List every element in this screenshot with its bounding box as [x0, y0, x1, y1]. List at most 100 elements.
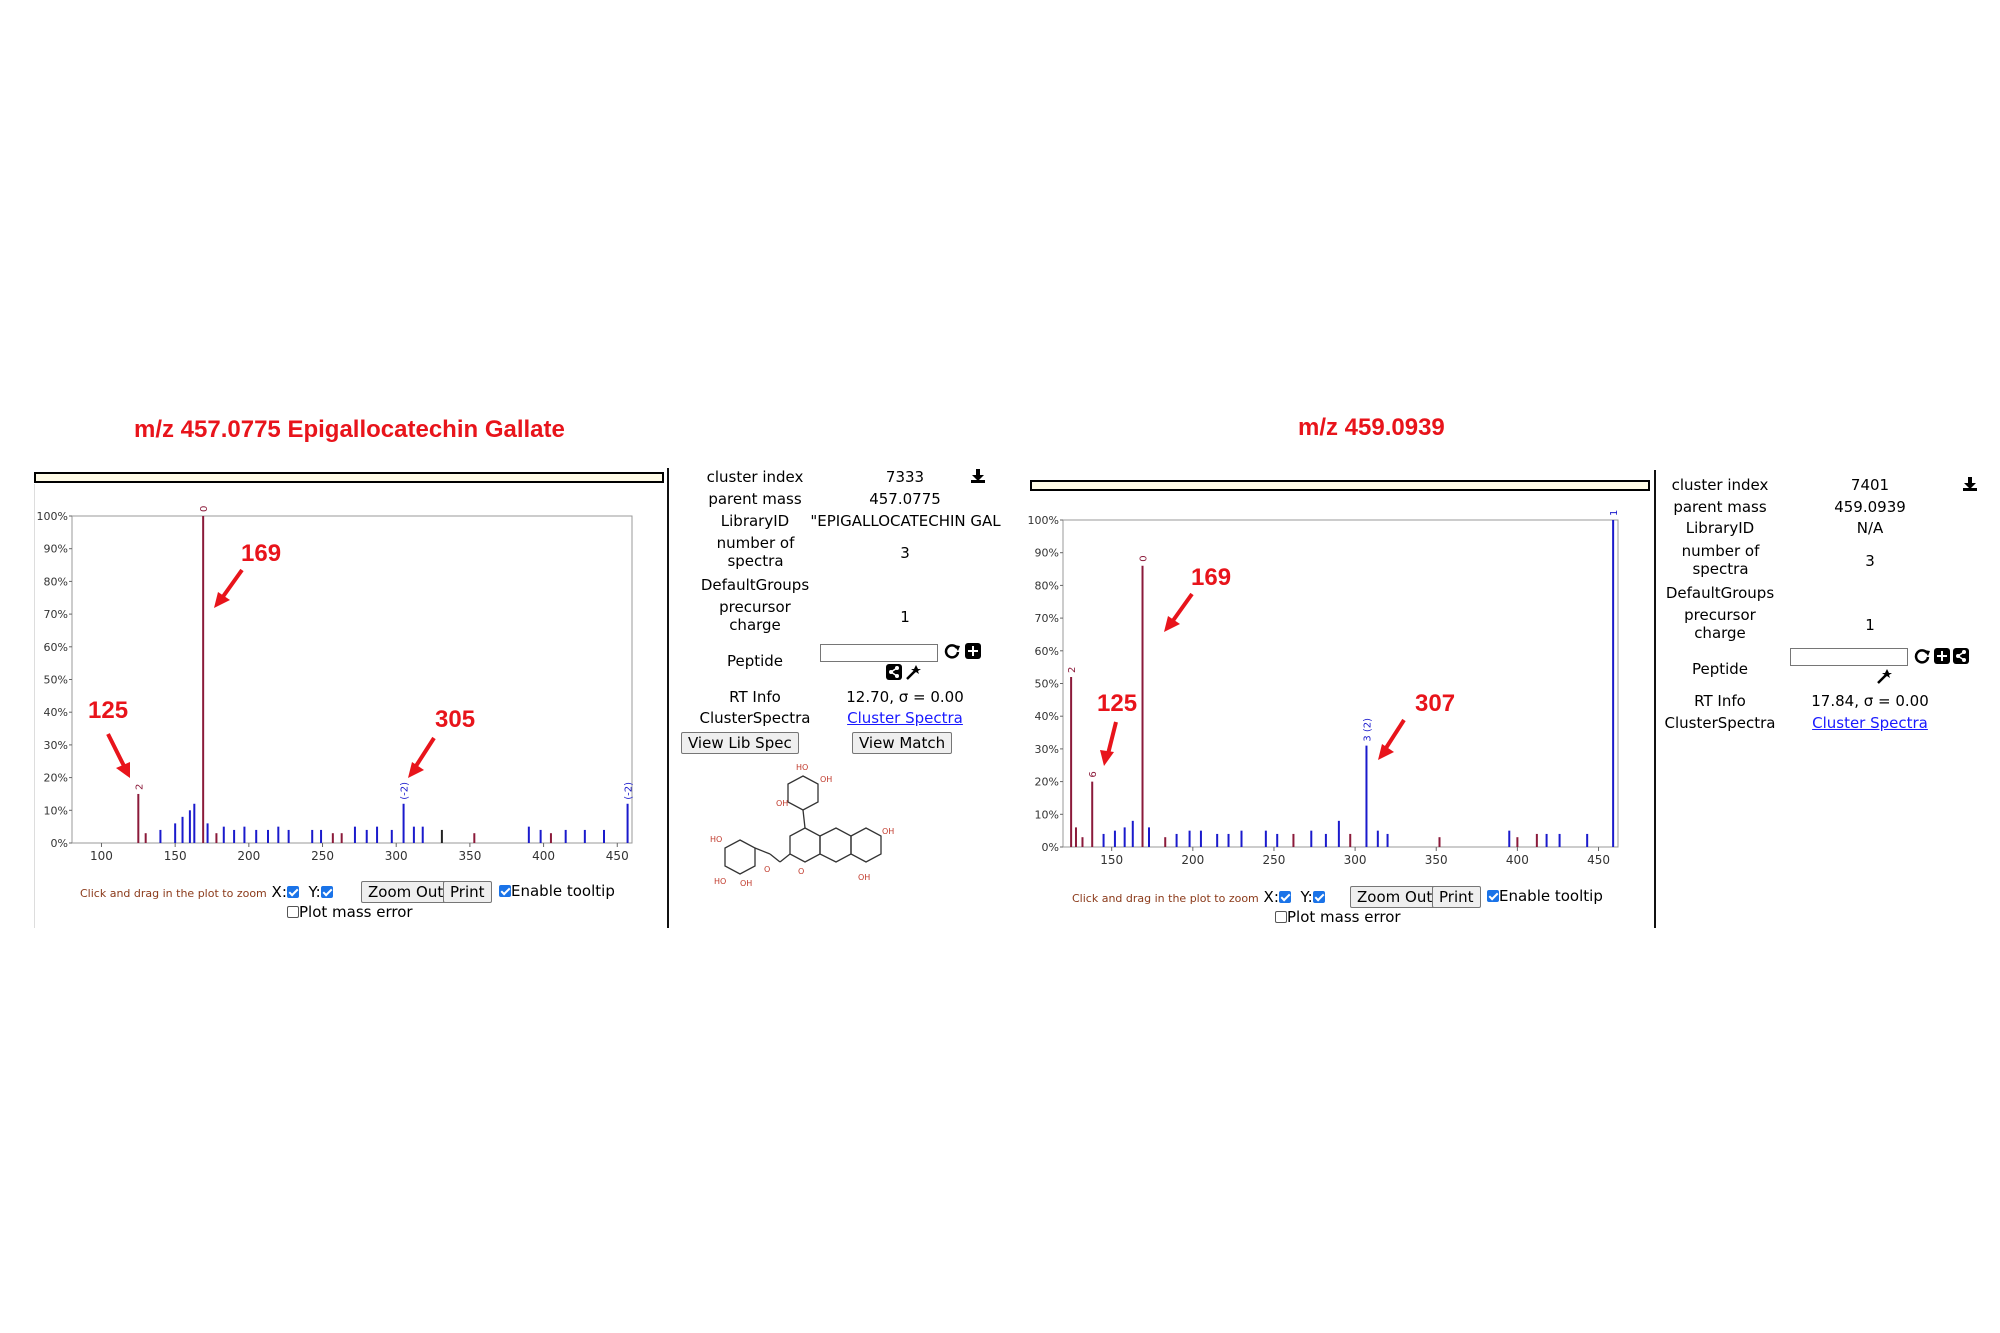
svg-text:OH: OH [882, 827, 894, 836]
x-tick-label: 100 [90, 849, 113, 863]
right-spectrum-chart[interactable]: 0% 10% 20% 30% 40% 50% 60% 70% 80% 90% 100% 150 200 2… [1025, 510, 1635, 870]
left-enable-tooltip[interactable]: Enable tooltip [499, 882, 615, 900]
right-num-spectra-value: 3 [1865, 552, 1875, 570]
right-y-zoom-checkbox[interactable] [1312, 891, 1325, 903]
library-id-label: LibraryID [720, 512, 790, 530]
y-tick-label: 60% [44, 641, 68, 654]
cluster-spectra-link[interactable]: Cluster Spectra [847, 709, 963, 727]
left-tooltip-checkbox[interactable] [499, 885, 511, 897]
left-wand-icon[interactable] [905, 664, 921, 684]
right-plot-mass-error[interactable]: Plot mass error [1275, 908, 1401, 926]
x-tick-label: 350 [458, 849, 481, 863]
peptide-label: Peptide [726, 652, 784, 670]
right-x-label: X: [1263, 888, 1279, 906]
right-peptide-label: Peptide [1691, 660, 1749, 678]
right-top-bar [1030, 480, 1650, 491]
left-annotation-305: 305 [435, 706, 476, 733]
right-tooltip-checkbox[interactable] [1487, 890, 1499, 902]
right-print-button[interactable]: Print [1432, 886, 1481, 908]
y-label: Y: [308, 883, 321, 901]
x-tick-label: 300 [1344, 853, 1367, 867]
left-plot-mass-error[interactable]: Plot mass error [287, 903, 413, 921]
y-tick-label: 90% [1035, 547, 1059, 560]
right-download-icon[interactable] [1962, 476, 1978, 496]
right-y-label: Y: [1300, 888, 1313, 906]
y-tick-label: 40% [1035, 710, 1059, 723]
y-tick-label: 50% [1035, 678, 1059, 691]
right-cluster-spectra-label: ClusterSpectra [1664, 714, 1776, 732]
num-spectra-label: number of spectra [716, 534, 795, 570]
svg-text:OH: OH [858, 873, 870, 882]
right-cluster-index-value: 7401 [1850, 476, 1890, 494]
num-spectra-value: 3 [900, 544, 910, 562]
left-zoom-out-button[interactable]: Zoom Out [361, 881, 451, 903]
right-divider [1654, 470, 1656, 928]
left-top-bar [34, 472, 664, 483]
y-tick-label: 50% [44, 674, 68, 687]
right-library-id-value: N/A [1856, 519, 1884, 537]
y-tick-label: 90% [44, 543, 68, 556]
library-id-value: "EPIGALLOCATECHIN GAL [810, 512, 1001, 530]
right-annotation-307: 307 [1415, 690, 1456, 717]
x-tick-label: 200 [237, 849, 260, 863]
x-label: X: [271, 883, 287, 901]
x-tick-label: 400 [532, 849, 555, 863]
left-peptide-input[interactable] [820, 644, 938, 662]
y-tick-label: 60% [1035, 645, 1059, 658]
right-wand-icon[interactable] [1876, 668, 1892, 688]
left-add-icon[interactable] [965, 643, 981, 663]
peak-label: 2 [134, 784, 145, 790]
right-rt-info-value: 17.84, σ = 0.00 [1811, 692, 1929, 710]
view-lib-spec-button[interactable]: View Lib Spec [681, 732, 799, 754]
peak-label: (-2) [400, 782, 411, 800]
y-zoom-checkbox[interactable] [320, 886, 333, 898]
left-download-icon[interactable] [970, 468, 986, 488]
peak-label: 3 (2) [1362, 718, 1373, 742]
x-zoom-checkbox[interactable] [286, 886, 299, 898]
right-parent-mass-label: parent mass [1673, 498, 1767, 516]
right-annotation-169: 169 [1191, 564, 1232, 591]
left-tooltip-label: Enable tooltip [511, 882, 615, 900]
left-panel-border [34, 484, 35, 928]
right-cluster-spectra-link[interactable]: Cluster Spectra [1812, 714, 1928, 732]
svg-text:OH: OH [776, 799, 788, 808]
epigallocatechin-gallate-structure: HO OH OH OH OH O HO HO OH O [710, 763, 894, 888]
right-zoom-hint: Click and drag in the plot to zoom [1072, 892, 1259, 905]
right-default-groups-label: DefaultGroups [1665, 584, 1775, 602]
right-share-icon[interactable] [1953, 648, 1969, 668]
rt-info-value: 12.70, σ = 0.00 [846, 688, 964, 706]
left-mass-error-checkbox[interactable] [287, 906, 299, 918]
zoom-hint: Click and drag in the plot to zoom [80, 887, 267, 900]
x-tick-label: 150 [1100, 853, 1123, 867]
right-arrow-125 [1100, 721, 1118, 766]
right-add-icon[interactable] [1934, 648, 1950, 668]
left-refresh-icon[interactable] [944, 643, 960, 663]
right-refresh-icon[interactable] [1914, 648, 1930, 668]
left-share-icon[interactable] [886, 664, 902, 684]
view-match-button[interactable]: View Match [852, 732, 953, 754]
right-x-zoom-checkbox[interactable] [1278, 891, 1291, 903]
peak-label: (-2) [624, 782, 635, 800]
x-tick-label: 250 [1263, 853, 1286, 867]
right-enable-tooltip[interactable]: Enable tooltip [1487, 887, 1603, 905]
parent-mass-label: parent mass [708, 490, 802, 508]
left-print-button[interactable]: Print [443, 881, 492, 903]
right-arrow-169 [1164, 592, 1194, 632]
left-arrow-125 [106, 733, 130, 778]
left-mass-error-label: Plot mass error [299, 903, 413, 921]
left-spectrum-chart[interactable]: 0% 10% 20% 30% 40% 50% 60% 70% 80% 90% 100% 100 150 2… [30, 500, 650, 865]
right-mass-error-checkbox[interactable] [1275, 911, 1287, 923]
svg-text:O: O [798, 867, 804, 876]
cluster-index-label: cluster index [706, 468, 804, 486]
plot-frame [1062, 519, 1619, 848]
right-zoom-out-button[interactable]: Zoom Out [1350, 886, 1440, 908]
x-tick-label: 150 [164, 849, 187, 863]
left-annotation-125: 125 [88, 697, 129, 724]
y-tick-label: 0% [51, 837, 68, 850]
x-tick-label: 450 [606, 849, 629, 863]
peak-label: 6 [1088, 771, 1099, 777]
rt-info-label: RT Info [729, 688, 781, 706]
right-controls-row: Click and drag in the plot to zoom X: Y: [1072, 888, 1325, 906]
right-peptide-input[interactable] [1790, 648, 1908, 666]
y-tick-label: 70% [44, 608, 68, 621]
